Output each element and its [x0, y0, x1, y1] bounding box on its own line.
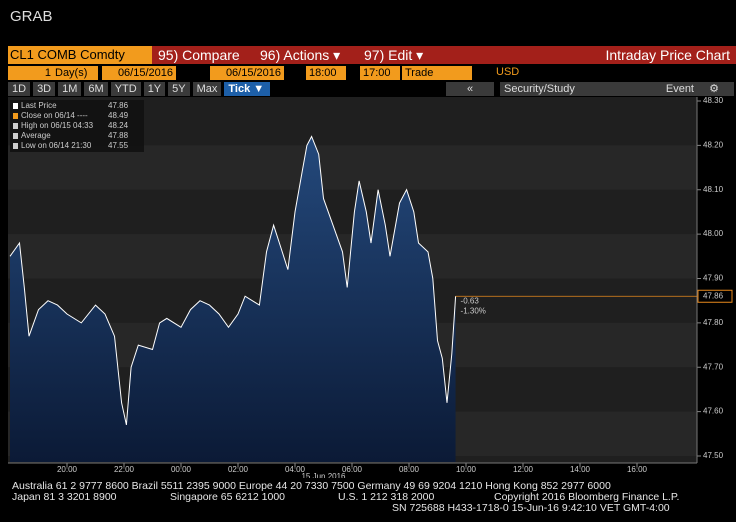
legend-value: 47.86: [108, 101, 129, 110]
footer-text: U.S. 1 212 318 2000: [338, 491, 435, 503]
price-chart: 47.50 47.60 47.70 47.80 47.90 48.00 48.10 48.20…: [8, 96, 733, 478]
security-field[interactable]: CL1 COMB Comdty: [8, 46, 152, 64]
x-tick-label: 16:00: [627, 465, 648, 474]
end-date[interactable]: 06/15/2016: [210, 66, 284, 80]
period-tab[interactable]: 1D: [8, 82, 31, 96]
grid-band: [8, 145, 697, 190]
compare-button[interactable]: 95) Compare: [152, 46, 254, 64]
event-button[interactable]: Event: [616, 82, 698, 96]
chart-name: Intraday Price Chart: [460, 46, 736, 64]
last-price-label: 47.86: [703, 291, 724, 300]
actions-button[interactable]: 96) Actions ▾: [254, 46, 358, 64]
y-tick-label: 47.60: [703, 407, 724, 416]
y-tick-label: 48.30: [703, 96, 724, 105]
legend-icon: [13, 123, 18, 129]
x-tick-label: 04:00: [285, 465, 306, 474]
legend-value: 47.88: [108, 131, 129, 140]
field-select[interactable]: Trade: [402, 66, 472, 80]
period-tab[interactable]: 1M: [58, 82, 82, 96]
x-tick-label: 06:00: [342, 465, 363, 474]
period-tab[interactable]: Max: [192, 82, 222, 96]
period-tab[interactable]: Tick ▼: [224, 82, 271, 96]
legend-label: High on 06/15 04:33: [21, 121, 94, 130]
start-time[interactable]: 18:00: [306, 66, 346, 80]
y-tick-label: 47.80: [703, 318, 724, 327]
legend-box: [10, 100, 144, 152]
legend-value: 48.24: [108, 121, 129, 130]
period-tab[interactable]: 3D: [33, 82, 56, 96]
legend-icon: [13, 103, 18, 109]
period-field[interactable]: 1: [8, 66, 54, 80]
legend-value: 47.55: [108, 141, 129, 150]
window-title: GRAB: [10, 8, 53, 25]
x-tick-label: 20:00: [57, 465, 78, 474]
legend-icon: [13, 143, 18, 149]
back-button[interactable]: «: [446, 82, 494, 96]
period-tab[interactable]: 5Y: [168, 82, 190, 96]
y-tick-label: 48.20: [703, 140, 724, 149]
study-button[interactable]: Security/Study: [500, 82, 618, 96]
y-tick-label: 47.50: [703, 451, 724, 460]
footer-text: Singapore 65 6212 1000: [170, 491, 286, 503]
y-tick-label: 47.90: [703, 274, 724, 283]
price-line: [9, 135, 457, 426]
period-tab[interactable]: 6M: [84, 82, 108, 96]
x-tick-label: 14:00: [570, 465, 591, 474]
legend-icon: [13, 113, 18, 119]
x-tick-label: 12:00: [513, 465, 534, 474]
x-tick-label: 10:00: [456, 465, 477, 474]
change-annotation: -0.63: [461, 296, 480, 305]
footer-text: Copyright 2016 Bloomberg Finance L.P.: [494, 491, 680, 503]
price-area: [10, 136, 456, 462]
x-tick-label: 00:00: [171, 465, 192, 474]
last-price-box: [697, 289, 733, 303]
legend-label: Close on 06/14 ----: [21, 111, 88, 120]
footer-text: Japan 81 3 3201 8900: [12, 491, 117, 503]
edit-button[interactable]: 97) Edit ▾: [358, 46, 460, 64]
tab-bar: 1D 3D 1M 6M YTD 1Y 5Y Max Tick ▼: [8, 82, 271, 96]
y-tick-label: 47.70: [703, 362, 724, 371]
y-tick-label: 48.00: [703, 229, 724, 238]
x-tick-label: 22:00: [114, 465, 135, 474]
legend-icon: [13, 133, 18, 139]
legend-value: 48.49: [108, 111, 129, 120]
period-unit[interactable]: Day(s): [52, 66, 98, 80]
x-tick-label: 08:00: [399, 465, 420, 474]
legend: Last Price 47.86 Close on 06/14 ---- 48.49 H…: [10, 100, 144, 152]
start-date[interactable]: 06/15/2016: [102, 66, 176, 80]
legend-label: Average: [21, 131, 51, 140]
end-time[interactable]: 17:00: [360, 66, 400, 80]
x-tick-label: 02:00: [228, 465, 249, 474]
change-annotation: -1.30%: [461, 306, 486, 315]
period-tab[interactable]: 1Y: [143, 82, 166, 96]
legend-label: Low on 06/14 21:30: [21, 141, 92, 150]
footer-text: SN 725688 H433-1718-0 15-Jun-16 9:42:10 …: [392, 502, 670, 514]
settings-button[interactable]: ⚙: [694, 82, 734, 96]
footer-text: Australia 61 2 9777 8600 Brazil 5511 239…: [12, 480, 611, 492]
period-tab[interactable]: YTD: [110, 82, 141, 96]
currency: USD: [496, 66, 520, 78]
date-label: 15 Jun 2016: [301, 472, 346, 478]
legend-label: Last Price: [21, 101, 57, 110]
footer: Australia 61 2 9777 8600 Brazil 5511 239…: [0, 480, 736, 522]
y-tick-label: 48.10: [703, 185, 724, 194]
